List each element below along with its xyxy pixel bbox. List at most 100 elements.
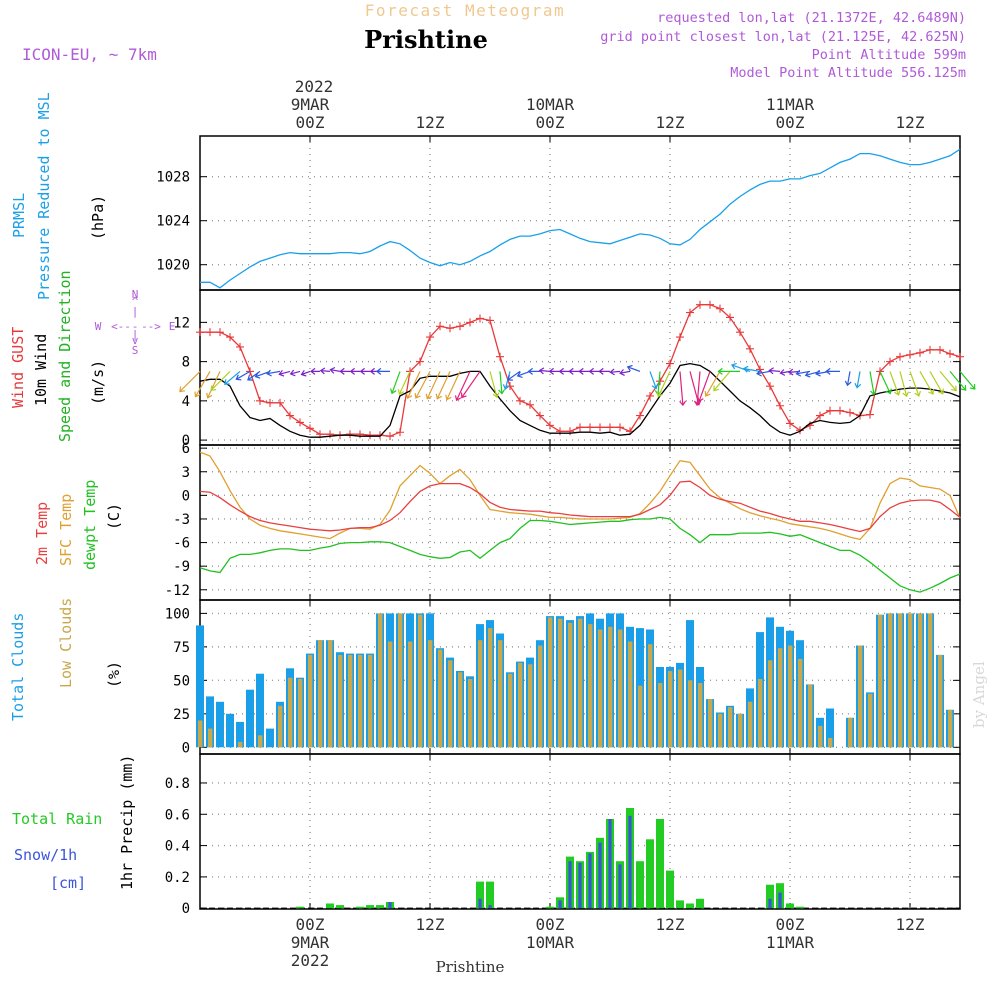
snow-bar xyxy=(618,864,622,909)
wind-arrow xyxy=(779,369,791,376)
gust-marker xyxy=(836,406,844,415)
gust-marker xyxy=(786,419,794,428)
grid-point-coords: grid point closest lon,lat (21.125E, 42.… xyxy=(600,29,966,45)
low-cloud-bar xyxy=(538,645,543,748)
y-tick-label: 0.8 xyxy=(165,776,190,792)
low-cloud-bar xyxy=(468,679,473,748)
gust-marker xyxy=(296,418,304,427)
compass-rose-icon: N^|-|vSW <-- --> E xyxy=(95,288,176,357)
low-cloud-bar xyxy=(618,629,623,748)
rain-bar xyxy=(336,905,344,909)
low-cloud-bar xyxy=(678,669,683,748)
gust-marker xyxy=(656,377,664,386)
temp-series xyxy=(199,451,961,593)
wind-arrow xyxy=(558,367,570,375)
rain-bar xyxy=(486,881,494,909)
wind-arrow xyxy=(210,370,231,392)
gust-marker xyxy=(426,333,434,342)
top-date-label: 11MAR xyxy=(766,95,815,114)
gust-marker xyxy=(236,342,244,351)
low-cloud-bar xyxy=(358,654,363,748)
wind-arrow xyxy=(507,370,521,381)
gust-marker xyxy=(636,411,644,420)
temp2m-label: 2m Temp xyxy=(33,502,51,565)
wind-arrow xyxy=(869,371,877,396)
y-tick-label: 100 xyxy=(165,606,190,622)
y-tick-label: 0 xyxy=(182,488,190,504)
low-cloud-bar xyxy=(768,660,773,748)
wind-arrow xyxy=(527,367,540,375)
wind-arrow xyxy=(609,368,621,376)
gust-marker xyxy=(346,430,354,439)
gust-marker xyxy=(536,411,544,420)
low-cloud-bar xyxy=(788,645,793,748)
gust-marker xyxy=(266,398,274,407)
low-cloud-bar xyxy=(308,654,313,748)
low-cloud-bar xyxy=(298,679,303,748)
low-cloud-bar xyxy=(658,683,663,748)
rain-bar xyxy=(656,819,664,909)
footer-location: Prishtine xyxy=(436,958,505,976)
compass-glyph: S xyxy=(132,344,139,357)
gust-marker xyxy=(846,408,854,417)
gust-marker xyxy=(556,427,564,436)
wind-arrow xyxy=(713,371,731,392)
y-tick-label: -3 xyxy=(173,512,190,528)
bottom-hour-label: 12Z xyxy=(416,915,445,934)
wind-arrow xyxy=(959,371,976,390)
y-tick-label: 6 xyxy=(182,441,190,457)
rain-bar xyxy=(326,903,334,909)
compass-glyph: | xyxy=(132,328,139,341)
total-cloud-bar xyxy=(236,721,244,748)
gust-marker xyxy=(376,431,384,440)
low-cloud-bar xyxy=(808,684,813,748)
wind-arrow xyxy=(704,371,721,397)
low-cloud-bar xyxy=(448,660,453,748)
low-cloud-bar xyxy=(288,677,293,748)
pressure-label-long: Pressure Reduced to MSL xyxy=(35,92,53,300)
pressure-unit: (hPa) xyxy=(89,195,107,240)
low-cloud-bar xyxy=(508,673,513,748)
compass-glyph: <-- xyxy=(111,320,131,333)
bottom-date-label: 9MAR xyxy=(291,933,330,952)
wind-arrow xyxy=(359,367,370,375)
rain-bar xyxy=(376,905,384,909)
low-cloud-bar xyxy=(708,699,713,748)
low-cloud-bar xyxy=(518,662,523,748)
low-cloud-bar xyxy=(878,614,883,748)
wind-arrow xyxy=(949,371,967,391)
panel-temp: 6 3 0 -3 -6 -9 -12 xyxy=(165,441,961,601)
location-title: Prishtine xyxy=(364,25,488,54)
low-cloud-bar xyxy=(608,626,613,748)
top-hour-label: 00Z xyxy=(776,113,805,132)
low-cloud-bar xyxy=(588,624,593,748)
model-altitude: Model Point Altitude 556.125m xyxy=(730,65,966,81)
low-cloud-bar xyxy=(328,640,333,748)
low-cloud-bar xyxy=(598,629,603,748)
wind-arrow xyxy=(649,371,659,390)
y-tick-label: -12 xyxy=(165,583,190,599)
y-tick-label: 12 xyxy=(173,315,190,331)
snow-label: Snow/1h xyxy=(14,846,77,864)
gust-marker xyxy=(516,396,524,405)
snow-bar xyxy=(778,892,782,909)
wind-arrow xyxy=(697,371,711,403)
wind-arrow xyxy=(461,371,481,399)
gust-marker xyxy=(486,316,494,325)
wind-arrow xyxy=(568,367,580,375)
low-cloud-bar xyxy=(348,654,353,748)
wind-arrow xyxy=(425,371,441,400)
wind10m-label: 10m Wind xyxy=(32,334,50,406)
gust-marker xyxy=(446,324,454,333)
y-tick-label: -6 xyxy=(173,536,190,552)
gust-marker xyxy=(506,382,514,391)
y-tick-label: 50 xyxy=(173,673,190,689)
wind-arrow xyxy=(889,371,901,396)
low-cloud-bar xyxy=(738,713,743,748)
wind-arrow xyxy=(588,367,600,375)
rain-bar xyxy=(546,906,554,909)
top-date-label: 9MAR xyxy=(291,95,330,114)
